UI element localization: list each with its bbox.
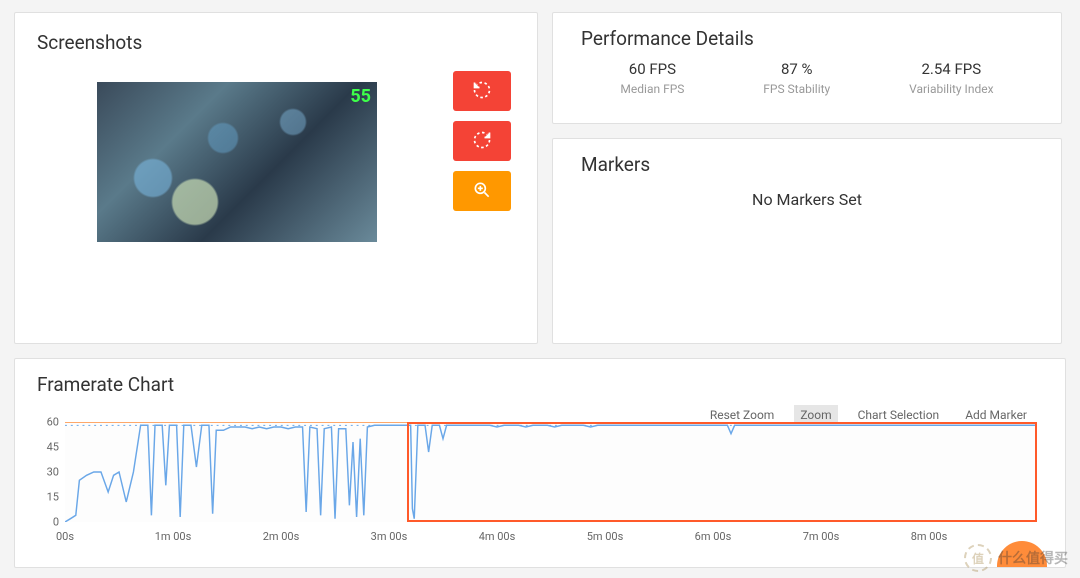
y-axis: 015304560 — [37, 422, 61, 522]
rotate-ccw-button[interactable] — [453, 71, 511, 111]
x-tick: 6m 00s — [695, 530, 732, 543]
markers-title: Markers — [581, 153, 1033, 176]
y-tick: 30 — [47, 466, 59, 479]
chart-area[interactable]: 015304560 00s1m 00s2m 00s3m 00s4m 00s5m … — [37, 422, 1043, 552]
rotate-ccw-icon — [472, 80, 492, 103]
chart-plot[interactable] — [65, 422, 1037, 522]
screenshot-fps-badge: 55 — [350, 86, 371, 107]
x-tick: 4m 00s — [479, 530, 516, 543]
x-tick: 1m 00s — [155, 530, 192, 543]
rotate-cw-button[interactable] — [453, 121, 511, 161]
selection-rect[interactable] — [407, 422, 1037, 522]
performance-title: Performance Details — [581, 27, 1033, 50]
screenshot-thumbnail[interactable]: 55 — [97, 82, 377, 242]
markers-card: Markers No Markers Set — [552, 138, 1062, 344]
metric-variability-index: 2.54 FPS Variability Index — [909, 60, 993, 96]
rotate-cw-icon — [472, 130, 492, 153]
metric-label: Median FPS — [620, 82, 684, 96]
x-tick: 00s — [56, 530, 74, 543]
x-axis: 00s1m 00s2m 00s3m 00s4m 00s5m 00s6m 00s7… — [65, 530, 1037, 548]
metric-label: FPS Stability — [763, 82, 830, 96]
y-tick: 0 — [53, 516, 59, 529]
y-tick: 60 — [47, 416, 59, 429]
metric-fps-stability: 87 % FPS Stability — [763, 60, 830, 96]
metric-median-fps: 60 FPS Median FPS — [620, 60, 684, 96]
x-tick: 2m 00s — [263, 530, 300, 543]
metric-value: 87 % — [763, 60, 830, 78]
screenshots-title: Screenshots — [37, 31, 515, 54]
x-tick: 3m 00s — [371, 530, 408, 543]
performance-card: Performance Details 60 FPS Median FPS 87… — [552, 12, 1062, 124]
metric-value: 60 FPS — [620, 60, 684, 78]
metric-label: Variability Index — [909, 82, 993, 96]
zoom-in-icon — [472, 180, 492, 203]
zoom-button[interactable] — [453, 171, 511, 211]
x-tick: 5m 00s — [587, 530, 624, 543]
x-tick: 8m 00s — [911, 530, 948, 543]
y-tick: 45 — [47, 441, 59, 454]
chart-title: Framerate Chart — [37, 373, 1043, 396]
y-tick: 15 — [47, 491, 59, 504]
markers-empty-text: No Markers Set — [581, 190, 1033, 209]
framerate-chart-card: Framerate Chart Reset Zoom Zoom Chart Se… — [14, 358, 1066, 568]
x-tick: 7m 00s — [803, 530, 840, 543]
metric-value: 2.54 FPS — [909, 60, 993, 78]
screenshots-card: Screenshots 55 — [14, 12, 538, 344]
